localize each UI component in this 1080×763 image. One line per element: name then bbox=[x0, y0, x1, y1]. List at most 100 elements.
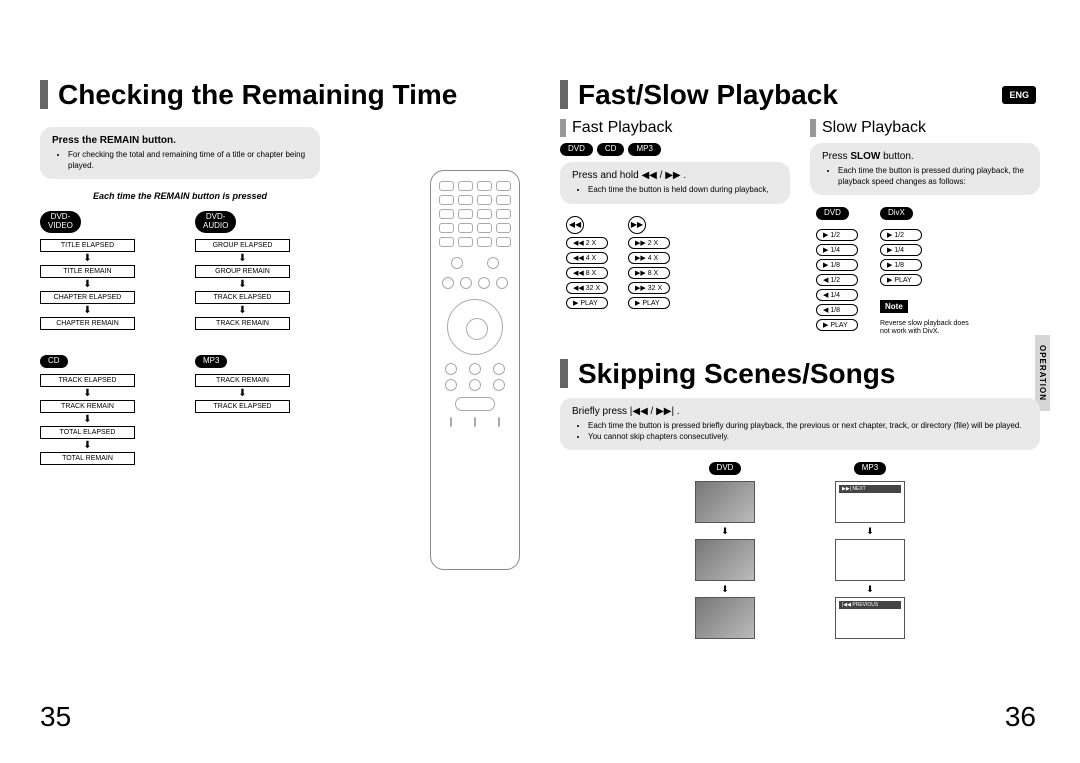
scene-thumbnail bbox=[695, 481, 755, 523]
down-arrow-icon: ⬇ bbox=[195, 254, 290, 263]
skip-bullet: You cannot skip chapters consecutively. bbox=[588, 432, 1028, 442]
speed-step: ◀◀ 32 X bbox=[566, 282, 608, 294]
down-arrow-icon: ⬇ bbox=[721, 585, 729, 594]
flow-step: TRACK REMAIN bbox=[40, 400, 135, 413]
speed-step: ▶ 1/2 bbox=[880, 229, 922, 241]
flow-step: TRACK ELAPSED bbox=[195, 291, 290, 304]
remain-subhead: Each time the REMAIN button is pressed bbox=[40, 191, 320, 201]
slow-lead-a: Press bbox=[822, 151, 850, 162]
fast-rev-column: ◀◀ ◀◀ 2 X ◀◀ 4 X ◀◀ 8 X ◀◀ 32 X ▶ PLAY bbox=[566, 216, 608, 309]
down-arrow-icon: ⬇ bbox=[195, 306, 290, 315]
flow-step: TRACK REMAIN bbox=[195, 374, 290, 387]
rewind-button-icon: ◀◀ bbox=[566, 216, 584, 234]
page-number: 35 bbox=[40, 701, 71, 733]
down-arrow-icon: ⬇ bbox=[866, 585, 874, 594]
speed-step: ◀◀ 8 X bbox=[566, 267, 608, 279]
down-arrow-icon: ⬇ bbox=[40, 280, 135, 289]
speed-step: ▶ PLAY bbox=[816, 319, 858, 331]
flow-step: TOTAL ELAPSED bbox=[40, 426, 135, 439]
page-title: Checking the Remaining Time bbox=[40, 80, 520, 109]
speed-step: ◀◀ 4 X bbox=[566, 252, 608, 264]
down-arrow-icon: ⬇ bbox=[40, 306, 135, 315]
skip-bullet: Each time the button is pressed briefly … bbox=[588, 421, 1028, 431]
mp3-screen-thumbnail bbox=[835, 539, 905, 581]
speed-step: ◀ 1/8 bbox=[816, 304, 858, 316]
down-arrow-icon: ⬇ bbox=[866, 527, 874, 536]
down-arrow-icon: ⬇ bbox=[195, 280, 290, 289]
disc-dvd-video: DVD- VIDEO bbox=[40, 211, 81, 233]
note-text: Reverse slow playback does not work with… bbox=[880, 320, 980, 337]
speed-step: ▶ 1/4 bbox=[816, 244, 858, 256]
slow-lead-c: button. bbox=[880, 151, 913, 162]
page-35: Checking the Remaining Time Press the RE… bbox=[0, 0, 540, 763]
fast-lead: Press and hold ◀◀ / ▶▶ . bbox=[572, 170, 778, 181]
slow-subtitle: Slow Playback bbox=[810, 119, 1040, 137]
skip-instruction-box: Briefly press |◀◀ / ▶▶| . Each time the … bbox=[560, 398, 1040, 450]
flow-step: TRACK ELAPSED bbox=[40, 374, 135, 387]
flow-step: TRACK ELAPSED bbox=[195, 400, 290, 413]
disc-mp3: MP3 bbox=[854, 462, 886, 475]
page-title: Fast/Slow Playback bbox=[560, 80, 1040, 109]
note-label: Note bbox=[880, 300, 908, 313]
down-arrow-icon: ⬇ bbox=[40, 441, 135, 450]
remain-bullet: For checking the total and remaining tim… bbox=[68, 150, 308, 171]
mp3-screen-thumbnail: ▶▶| NEXT bbox=[835, 481, 905, 523]
fast-subtitle: Fast Playback bbox=[560, 119, 790, 137]
flow-step: TOTAL REMAIN bbox=[40, 452, 135, 465]
mp3-next-label: ▶▶| NEXT bbox=[839, 485, 901, 493]
speed-step: ◀ 1/2 bbox=[816, 274, 858, 286]
speed-step: ◀◀ 2 X bbox=[566, 237, 608, 249]
disc-mp3: MP3 bbox=[628, 143, 660, 156]
fast-fwd-column: ▶▶ ▶▶ 2 X ▶▶ 4 X ▶▶ 8 X ▶▶ 32 X ▶ PLAY bbox=[628, 216, 670, 309]
page-title-skip: Skipping Scenes/Songs bbox=[560, 359, 1040, 388]
disc-dvd: DVD bbox=[560, 143, 593, 156]
down-arrow-icon: ⬇ bbox=[195, 389, 290, 398]
flow-step: GROUP ELAPSED bbox=[195, 239, 290, 252]
scene-thumbnail bbox=[695, 597, 755, 639]
slow-bullet: Each time the button is pressed during p… bbox=[838, 166, 1028, 187]
speed-step: ▶ PLAY bbox=[628, 297, 670, 309]
disc-cd: CD bbox=[40, 355, 68, 368]
slow-divx-column: DivX ▶ 1/2 ▶ 1/4 ▶ 1/8 ▶ PLAY Note Rever… bbox=[880, 207, 980, 337]
slow-playback-section: Slow Playback Press SLOW button. Each ti… bbox=[810, 119, 1040, 336]
speed-step: ▶▶ 4 X bbox=[628, 252, 670, 264]
remain-lead: Press the REMAIN button. bbox=[52, 135, 308, 146]
speed-step: ▶ 1/2 bbox=[816, 229, 858, 241]
flow-step: CHAPTER ELAPSED bbox=[40, 291, 135, 304]
scene-thumbnail bbox=[695, 539, 755, 581]
speed-step: ▶▶ 8 X bbox=[628, 267, 670, 279]
skip-dvd-column: DVD ⬇ ⬇ bbox=[695, 462, 755, 643]
mp3-prev-label: |◀◀ PREVIOUS bbox=[839, 601, 901, 609]
disc-dvd-audio: DVD- AUDIO bbox=[195, 211, 236, 233]
flow-step: TITLE ELAPSED bbox=[40, 239, 135, 252]
disc-divx: DivX bbox=[880, 207, 913, 220]
speed-step: ◀ 1/4 bbox=[816, 289, 858, 301]
flow-step: CHAPTER REMAIN bbox=[40, 317, 135, 330]
speed-step: ▶ PLAY bbox=[566, 297, 608, 309]
speed-step: ▶▶ 2 X bbox=[628, 237, 670, 249]
skip-mp3-column: MP3 ▶▶| NEXT ⬇ ⬇ |◀◀ PREVIOUS bbox=[835, 462, 905, 643]
slow-instruction-box: Press SLOW button. Each time the button … bbox=[810, 143, 1040, 195]
down-arrow-icon: ⬇ bbox=[40, 254, 135, 263]
speed-step: ▶ PLAY bbox=[880, 274, 922, 286]
disc-dvd: DVD bbox=[816, 207, 849, 220]
disc-mp3: MP3 bbox=[195, 355, 227, 368]
fast-playback-section: Fast Playback DVD CD MP3 Press and hold … bbox=[560, 119, 790, 336]
down-arrow-icon: ⬇ bbox=[40, 415, 135, 424]
fast-instruction-box: Press and hold ◀◀ / ▶▶ . Each time the b… bbox=[560, 162, 790, 203]
flow-step: TRACK REMAIN bbox=[195, 317, 290, 330]
speed-step: ▶ 1/8 bbox=[816, 259, 858, 271]
fast-bullet: Each time the button is held down during… bbox=[588, 185, 778, 195]
forward-button-icon: ▶▶ bbox=[628, 216, 646, 234]
speed-step: ▶ 1/4 bbox=[880, 244, 922, 256]
disc-dvd: DVD bbox=[709, 462, 742, 475]
slow-dvd-column: DVD ▶ 1/2 ▶ 1/4 ▶ 1/8 ◀ 1/2 ◀ 1/4 ◀ 1/8 … bbox=[816, 207, 858, 337]
down-arrow-icon: ⬇ bbox=[40, 389, 135, 398]
disc-cd: CD bbox=[597, 143, 625, 156]
mp3-screen-thumbnail: |◀◀ PREVIOUS bbox=[835, 597, 905, 639]
flow-step: GROUP REMAIN bbox=[195, 265, 290, 278]
down-arrow-icon: ⬇ bbox=[721, 527, 729, 536]
flow-step: TITLE REMAIN bbox=[40, 265, 135, 278]
remote-control-illustration bbox=[430, 170, 520, 570]
skip-lead: Briefly press |◀◀ / ▶▶| . bbox=[572, 406, 1028, 417]
